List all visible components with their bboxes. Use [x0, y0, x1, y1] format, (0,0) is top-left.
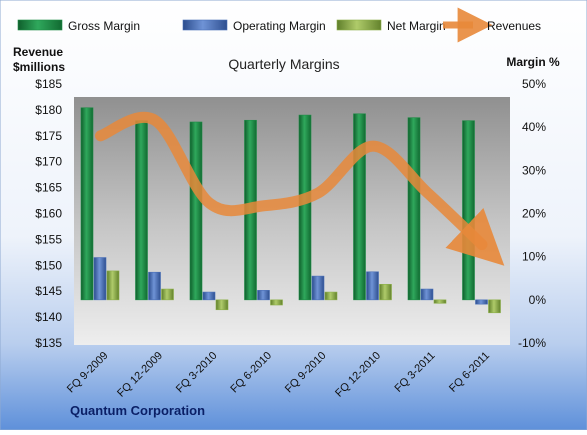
- right-axis-title: Margin %: [506, 55, 560, 69]
- net-margin-bar: [324, 291, 338, 301]
- gross-margin-bar: [298, 114, 312, 301]
- left-tick-label: $185: [35, 77, 62, 91]
- gross-margin-bar: [462, 120, 475, 301]
- net-margin-bar: [379, 283, 392, 301]
- net-margin-bar: [433, 299, 447, 304]
- operating-margin-bar: [202, 291, 216, 301]
- left-axis-title-line2: $millions: [13, 60, 65, 74]
- net-margin-bar: [270, 299, 283, 306]
- right-tick-label: 0%: [529, 293, 547, 307]
- revenue-line: [95, 111, 505, 266]
- left-tick-label: $145: [35, 284, 62, 298]
- operating-margin-bar: [311, 275, 325, 301]
- net-margin-bar: [161, 288, 174, 301]
- left-axis-title-line1: Revenue: [13, 45, 63, 59]
- right-tick-label: 10%: [522, 250, 546, 264]
- left-tick-label: $150: [35, 258, 62, 272]
- gross-margin-bar: [353, 113, 366, 301]
- gross-margin-bar: [135, 120, 148, 301]
- left-axis-ticks: $135 $140 $145 $150 $155 $160 $165 $170 $175 $180…: [35, 77, 62, 350]
- operating-margin-bar: [366, 271, 379, 301]
- left-tick-label: $160: [35, 207, 62, 221]
- operating-margin-bar: [257, 290, 270, 301]
- net-margin-bar: [106, 270, 120, 301]
- left-tick-label: $155: [35, 232, 62, 246]
- right-tick-label: 30%: [522, 163, 546, 177]
- legend-net-margin-label: Net Margin: [387, 19, 446, 33]
- net-margin-bar: [215, 299, 229, 311]
- left-tick-label: $175: [35, 129, 62, 143]
- legend-revenues-label: Revenues: [487, 19, 541, 33]
- right-tick-label: -10%: [518, 336, 546, 350]
- right-axis-ticks: -10% 0% 10% 20% 30% 40% 50%: [518, 77, 546, 350]
- operating-margin-bar: [93, 257, 107, 301]
- left-tick-label: $170: [35, 155, 62, 169]
- right-tick-label: 40%: [522, 120, 546, 134]
- right-tick-label: 20%: [522, 207, 546, 221]
- gross-margin-bar: [407, 117, 421, 301]
- legend-operating-margin-swatch: [182, 19, 228, 31]
- left-tick-label: $135: [35, 336, 62, 350]
- legend-net-margin-swatch: [336, 19, 382, 31]
- operating-margin-bar: [420, 288, 434, 301]
- gross-margin-bar: [80, 107, 94, 301]
- gross-margin-bar: [189, 121, 203, 301]
- revenues-line: [95, 111, 505, 266]
- operating-margin-bar: [475, 299, 488, 305]
- left-tick-label: $140: [35, 310, 62, 324]
- left-tick-label: $165: [35, 181, 62, 195]
- chart-title: Quarterly Margins: [228, 56, 339, 72]
- right-tick-label: 50%: [522, 77, 546, 91]
- legend-gross-margin-swatch: [17, 19, 63, 31]
- legend-operating-margin-label: Operating Margin: [233, 19, 326, 33]
- operating-margin-bar: [148, 271, 161, 301]
- left-tick-label: $180: [35, 103, 62, 117]
- net-margin-bar: [488, 299, 501, 314]
- legend: Gross Margin Operating Margin Net Margin Re…: [17, 7, 541, 43]
- legend-gross-margin-label: Gross Margin: [68, 19, 140, 33]
- company-name: Quantum Corporation: [70, 403, 205, 418]
